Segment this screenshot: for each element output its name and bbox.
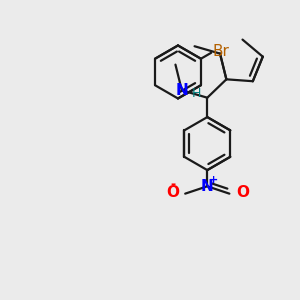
Text: H: H [192,87,201,100]
Text: N: N [201,179,214,194]
Text: Br: Br [213,44,230,59]
Text: -: - [170,178,175,191]
Text: O: O [166,185,179,200]
Text: N: N [176,83,188,98]
Text: O: O [236,185,249,200]
Text: +: + [209,175,218,185]
